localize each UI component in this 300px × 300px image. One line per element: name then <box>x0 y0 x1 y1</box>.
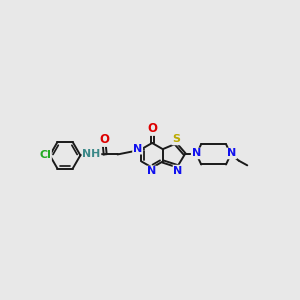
Text: NH: NH <box>82 148 100 159</box>
Text: S: S <box>172 134 180 145</box>
Text: N: N <box>147 167 156 176</box>
Text: O: O <box>99 133 109 146</box>
Text: O: O <box>147 122 157 135</box>
Text: N: N <box>192 148 201 158</box>
Text: N: N <box>227 148 236 158</box>
Text: N: N <box>173 166 183 176</box>
Text: Cl: Cl <box>39 150 51 160</box>
Text: N: N <box>133 144 142 154</box>
